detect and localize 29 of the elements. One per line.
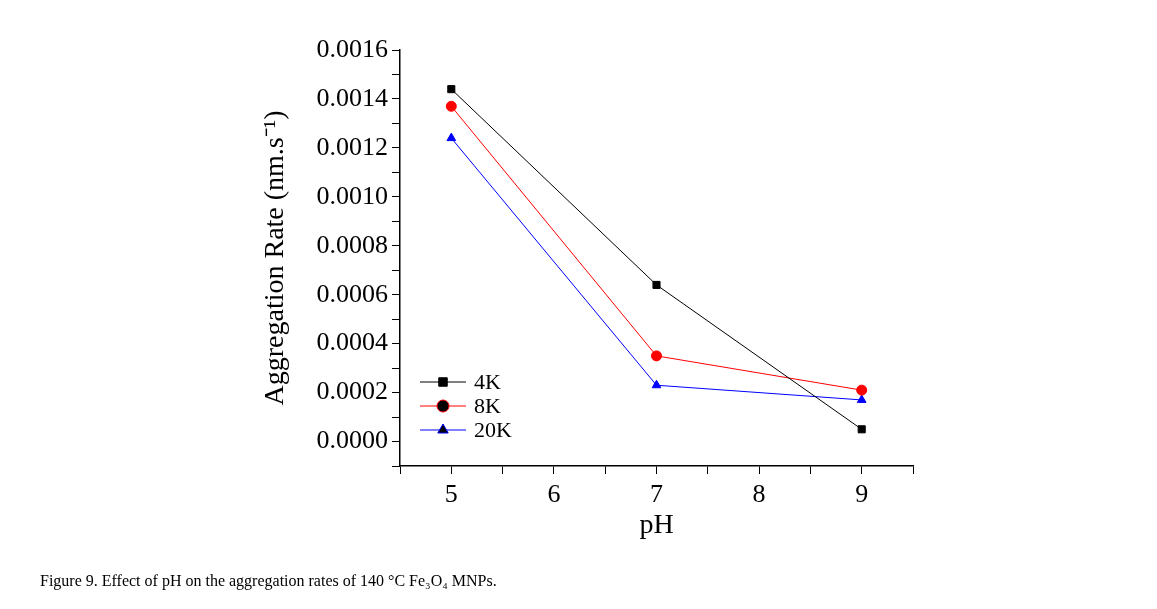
- y-axis-title: Aggregation Rate (nm.s⁻¹): [258, 110, 290, 406]
- legend-label: 8K: [474, 392, 501, 418]
- y-tick-label: 0.0000: [316, 425, 388, 455]
- x-axis-title: pH: [639, 507, 674, 539]
- x-tick-label: 5: [444, 479, 458, 509]
- point: [857, 425, 866, 434]
- y-tick-label: 0.0012: [316, 131, 388, 161]
- y-tick-label: 0.0008: [316, 229, 388, 259]
- point: [446, 132, 457, 142]
- y-tick-label: 0.0004: [316, 327, 388, 357]
- x-tick-label: 8: [752, 479, 766, 509]
- x-tick-label: 7: [650, 479, 663, 509]
- x-tick-label: 9: [855, 479, 869, 509]
- point: [856, 394, 867, 403]
- y-tick-label: 0.0014: [316, 82, 388, 112]
- legend-label: 20K: [474, 416, 512, 442]
- point: [651, 350, 662, 362]
- y-tick-label: 0.0002: [316, 376, 388, 406]
- point: [651, 379, 662, 389]
- y-tick-label: 0.0010: [316, 180, 388, 210]
- point: [445, 100, 457, 112]
- legend-label: 4K: [474, 368, 501, 394]
- y-tick-label: 0.0006: [316, 278, 388, 308]
- point: [447, 85, 456, 94]
- point: [856, 384, 868, 396]
- point: [652, 280, 661, 289]
- y-tick-label: 0.0016: [316, 33, 388, 63]
- x-tick-label: 6: [547, 479, 561, 509]
- caption: Figure 9. Effect of pH on the aggregation rates of 140 °C Fe₃O₄ MNPs.: [40, 572, 497, 590]
